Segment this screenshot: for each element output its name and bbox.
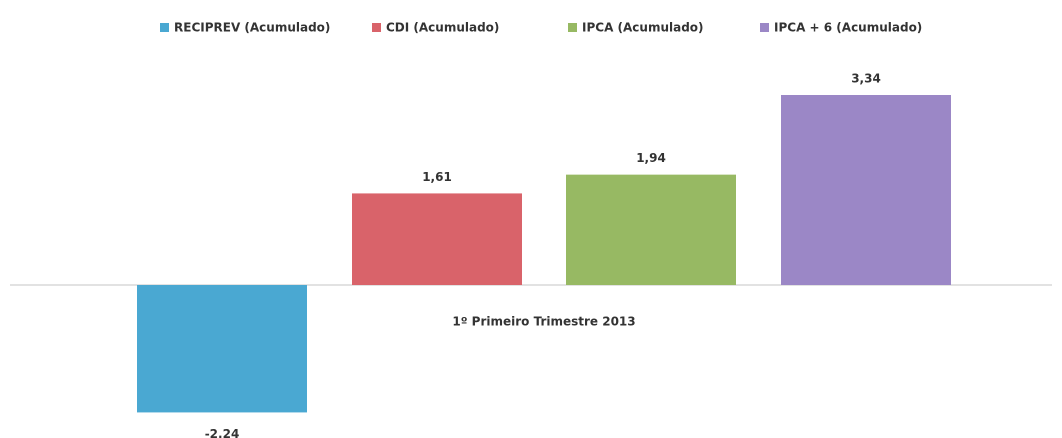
legend-swatch	[568, 23, 577, 32]
bar	[781, 95, 951, 285]
legend-label: RECIPREV (Acumulado)	[174, 21, 330, 35]
legend-label: IPCA (Acumulado)	[582, 21, 704, 35]
bar	[137, 285, 307, 413]
value-label: 3,34	[851, 72, 881, 86]
value-label: 1,94	[636, 151, 666, 165]
legend-swatch	[160, 23, 169, 32]
value-label: -2.24	[205, 427, 240, 438]
legend-label: CDI (Acumulado)	[386, 21, 499, 35]
legend-label: IPCA + 6 (Acumulado)	[774, 21, 922, 35]
bar	[352, 193, 522, 285]
bar	[566, 174, 736, 285]
legend-swatch	[760, 23, 769, 32]
value-label: 1,61	[422, 170, 452, 184]
legend-swatch	[372, 23, 381, 32]
category-label: 1º Primeiro Trimestre 2013	[452, 315, 635, 329]
